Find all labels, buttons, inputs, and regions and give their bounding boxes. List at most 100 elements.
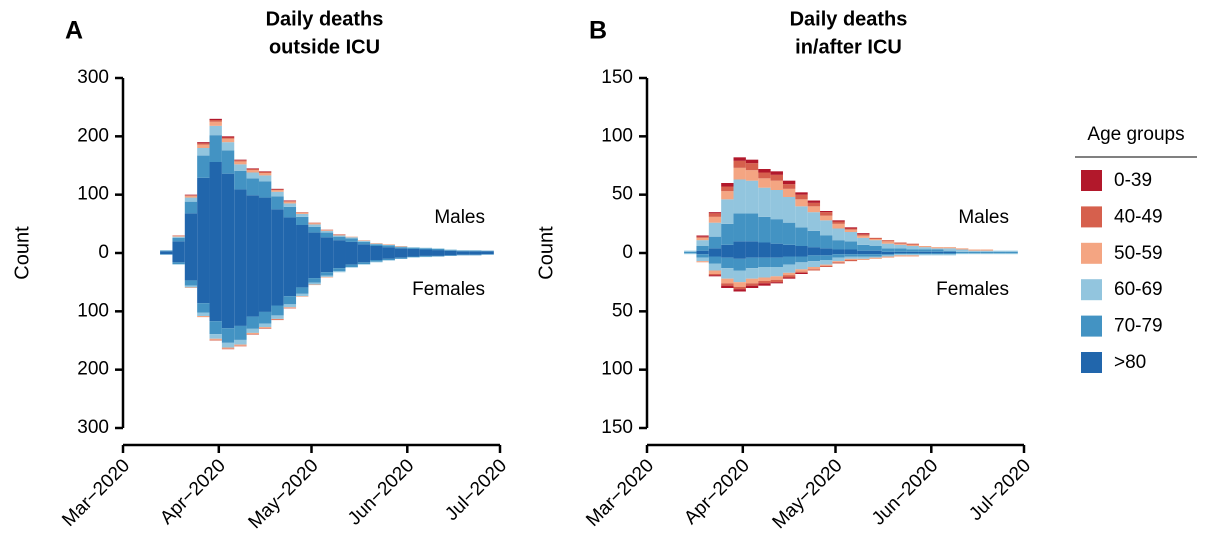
bar-segment — [172, 262, 185, 265]
bar-segment — [197, 155, 210, 178]
bar-segment — [444, 249, 457, 251]
bar-segment — [407, 253, 420, 257]
bar-segment — [943, 247, 957, 249]
bar-segment — [382, 244, 395, 246]
bar-segment — [844, 228, 858, 230]
y-tick-label: 100 — [601, 125, 633, 146]
bar-segment — [271, 319, 284, 321]
bar-segment — [234, 345, 247, 347]
bar-segment — [708, 222, 722, 237]
bar-segment — [172, 237, 185, 242]
bar-segment — [184, 195, 198, 198]
bar-segment — [382, 260, 395, 261]
bar-segment — [782, 256, 796, 265]
bar-segment — [918, 254, 932, 256]
bar-segment — [271, 189, 284, 190]
bar-segment — [869, 257, 882, 259]
bar-segment — [869, 254, 882, 257]
y-axis-label: Count — [11, 226, 33, 280]
bar-segment — [782, 253, 796, 257]
bar-segment — [820, 215, 833, 221]
bar-segment — [968, 253, 981, 255]
bar-segment — [733, 270, 746, 283]
bar-segment — [832, 220, 845, 222]
bar-segment — [370, 261, 383, 263]
bar-segment — [407, 257, 420, 258]
bar-segment — [758, 172, 771, 179]
bar-segment — [943, 254, 957, 256]
bar-segment — [271, 315, 284, 319]
bar-segment — [844, 249, 858, 253]
bar-segment — [184, 194, 198, 196]
bar-segment — [745, 159, 759, 164]
bar-segment — [234, 161, 247, 165]
bar-segment — [956, 249, 969, 252]
bar-segment — [696, 261, 709, 263]
bar-segment — [894, 254, 907, 256]
bar-segment — [172, 236, 185, 238]
bar-segment — [906, 254, 919, 256]
bar-segment — [770, 243, 783, 253]
bar-segment — [246, 170, 259, 173]
bar-segment — [394, 253, 408, 258]
bar-segment — [258, 197, 272, 253]
bar-segment — [857, 235, 870, 238]
bar-segment — [370, 260, 383, 262]
bar-segment — [246, 253, 259, 317]
bar-segment — [172, 235, 185, 237]
bar-segment — [234, 325, 247, 340]
y-tick-label: 200 — [77, 359, 109, 380]
x-tick-label: Jun−2020 — [344, 455, 418, 529]
y-tick-label: 100 — [77, 184, 109, 205]
bar-segment — [370, 253, 383, 260]
bar-segment — [246, 168, 259, 169]
bar-segment — [820, 211, 833, 213]
bar-segment — [160, 250, 173, 252]
bar-segment — [708, 212, 722, 214]
bar-segment — [234, 170, 247, 190]
bar-segment — [221, 137, 235, 139]
bar-segment — [308, 226, 321, 233]
bar-segment — [357, 253, 371, 263]
bar-segment — [795, 262, 808, 270]
bar-segment — [782, 264, 796, 273]
bar-segment — [733, 157, 746, 161]
bar-segment — [708, 256, 722, 264]
y-tick-label: 150 — [601, 417, 633, 438]
bar-segment — [721, 257, 734, 269]
bar-segment — [258, 311, 272, 324]
bar-segment — [234, 344, 247, 346]
annotation: Females — [412, 279, 485, 300]
bar-segment — [881, 240, 895, 242]
annotation: Males — [958, 207, 1009, 228]
bar-segment — [894, 243, 907, 245]
bar-segment — [931, 251, 944, 253]
bar-segment — [906, 244, 919, 246]
bar-segment — [758, 277, 771, 281]
bar-segment — [333, 235, 346, 237]
bar-segment — [943, 248, 957, 251]
x-tick-label: Mar−2020 — [58, 455, 134, 531]
bar-segment — [956, 248, 969, 250]
bar-segment — [894, 248, 907, 252]
x-tick-label: Jul−2020 — [441, 455, 511, 525]
bar-segment — [234, 189, 247, 253]
bar-segment — [968, 251, 981, 253]
bar-segment — [283, 206, 297, 218]
bar-segment — [234, 159, 247, 161]
bar-segment — [733, 179, 746, 214]
bar-segment — [807, 202, 821, 207]
bar-segment — [857, 254, 870, 257]
bar-segment — [283, 217, 297, 253]
bar-segment — [795, 192, 808, 195]
bar-segment — [832, 240, 845, 250]
bar-segment — [296, 293, 309, 297]
bar-segment — [708, 253, 722, 257]
bar-segment — [283, 201, 297, 202]
bar-segment — [869, 256, 882, 258]
bar-segment — [906, 249, 919, 252]
bar-segment — [283, 253, 297, 297]
bar-segment — [481, 250, 494, 252]
bar-segment — [469, 254, 482, 256]
bar-segment — [333, 240, 346, 253]
